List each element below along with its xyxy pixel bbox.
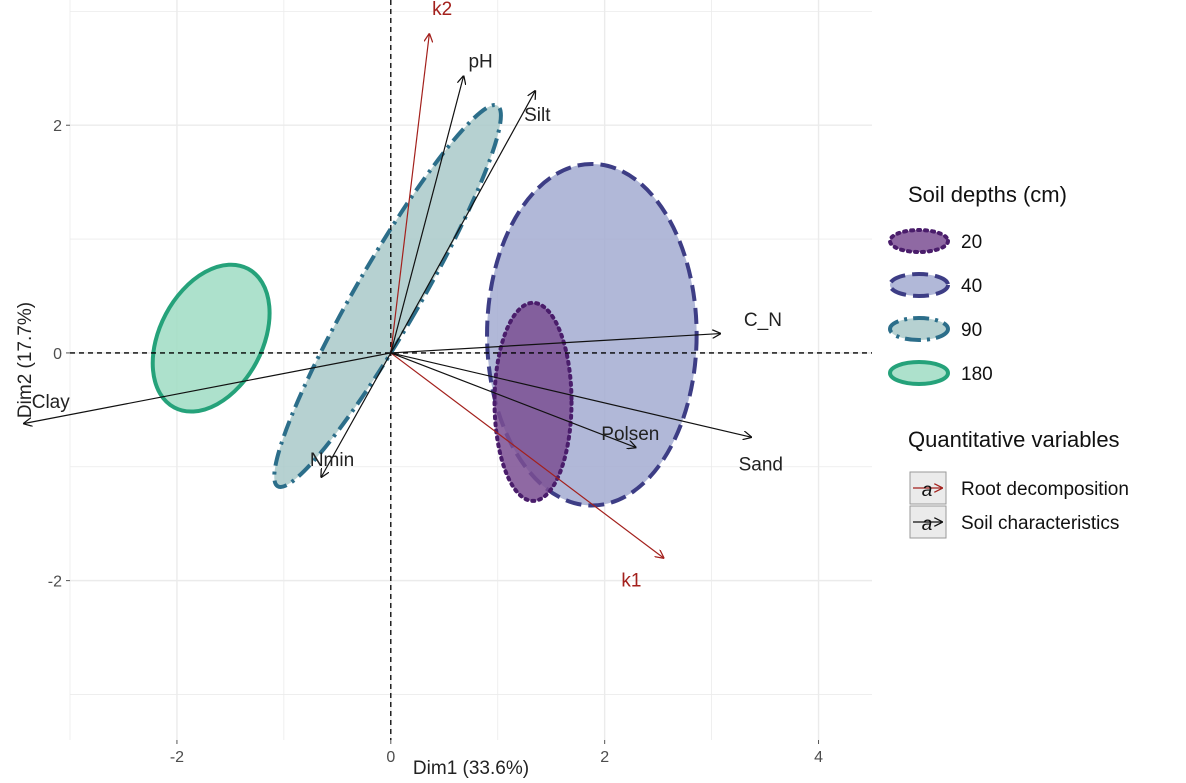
y-tick-label: 0: [53, 346, 62, 363]
arrow-label-k2: k2: [432, 0, 452, 20]
arrow-silt: [390, 91, 535, 354]
x-axis-title: Dim1 (33.6%): [413, 758, 529, 779]
legend-key-glyph: a: [922, 514, 933, 535]
variable-labels: k2 k1 pH Silt C_N Polsen Sand Clay Nmin: [32, 0, 783, 592]
legend-key-depth-40: [888, 272, 950, 298]
ellipse-depth-20: [492, 300, 574, 503]
legend-label-depth-20: 20: [961, 232, 982, 253]
legend: Soil depths (cm) 20 40 90 180 Quantitative …: [888, 182, 1129, 539]
y-axis-title: Dim2 (17.7%): [15, 302, 36, 418]
x-tick-label: 2: [600, 749, 609, 766]
legend-label-root-decomposition: Root decomposition: [961, 479, 1129, 500]
arrow-clay: [24, 352, 391, 424]
variable-arrows: [24, 34, 751, 558]
arrow-k1: [390, 352, 664, 558]
x-tick-label: 4: [814, 749, 823, 766]
arrow-nmin: [321, 352, 392, 477]
legend-color-items: a Root decomposition a Soil characteristics: [909, 471, 1129, 539]
x-tick-label: -2: [170, 749, 184, 766]
ellipse-depth-90: [272, 103, 503, 489]
legend-fill-title: Soil depths (cm): [908, 182, 1067, 207]
arrow-label-k1: k1: [621, 571, 641, 592]
arrow-c_n: [390, 334, 720, 354]
legend-label-depth-40: 40: [961, 276, 982, 297]
arrow-polsen: [390, 352, 636, 447]
arrow-label-ph: pH: [468, 51, 492, 72]
y-tick-label: -2: [48, 574, 62, 591]
arrow-label-clay: Clay: [32, 392, 71, 413]
reference-lines: [70, 0, 872, 740]
ellipse-depth-180: [150, 262, 272, 414]
arrow-label-c_n: C_N: [744, 310, 782, 331]
legend-label-depth-180: 180: [961, 364, 993, 385]
arrow-label-nmin: Nmin: [310, 450, 354, 471]
legend-label-depth-90: 90: [961, 320, 982, 341]
arrow-label-polsen: Polsen: [601, 424, 659, 445]
y-tick-label: 2: [53, 118, 62, 135]
axis-ticks: -2 0 2 4 -2 0 2: [48, 118, 823, 766]
legend-key-glyph: a: [922, 480, 933, 501]
legend-key-depth-90: [888, 316, 950, 342]
arrow-label-silt: Silt: [524, 105, 551, 126]
arrow-label-sand: Sand: [739, 454, 783, 475]
legend-key-depth-180: [888, 360, 950, 386]
legend-key-depth-20: [888, 228, 950, 254]
arrow-sand: [390, 352, 751, 437]
legend-fill-items: 20 40 90 180: [888, 228, 993, 386]
arrow-ph: [390, 76, 464, 354]
arrow-k2: [390, 34, 429, 353]
x-tick-label: 0: [386, 749, 395, 766]
legend-color-title: Quantitative variables: [908, 427, 1120, 452]
legend-label-soil-characteristics: Soil characteristics: [961, 513, 1119, 534]
